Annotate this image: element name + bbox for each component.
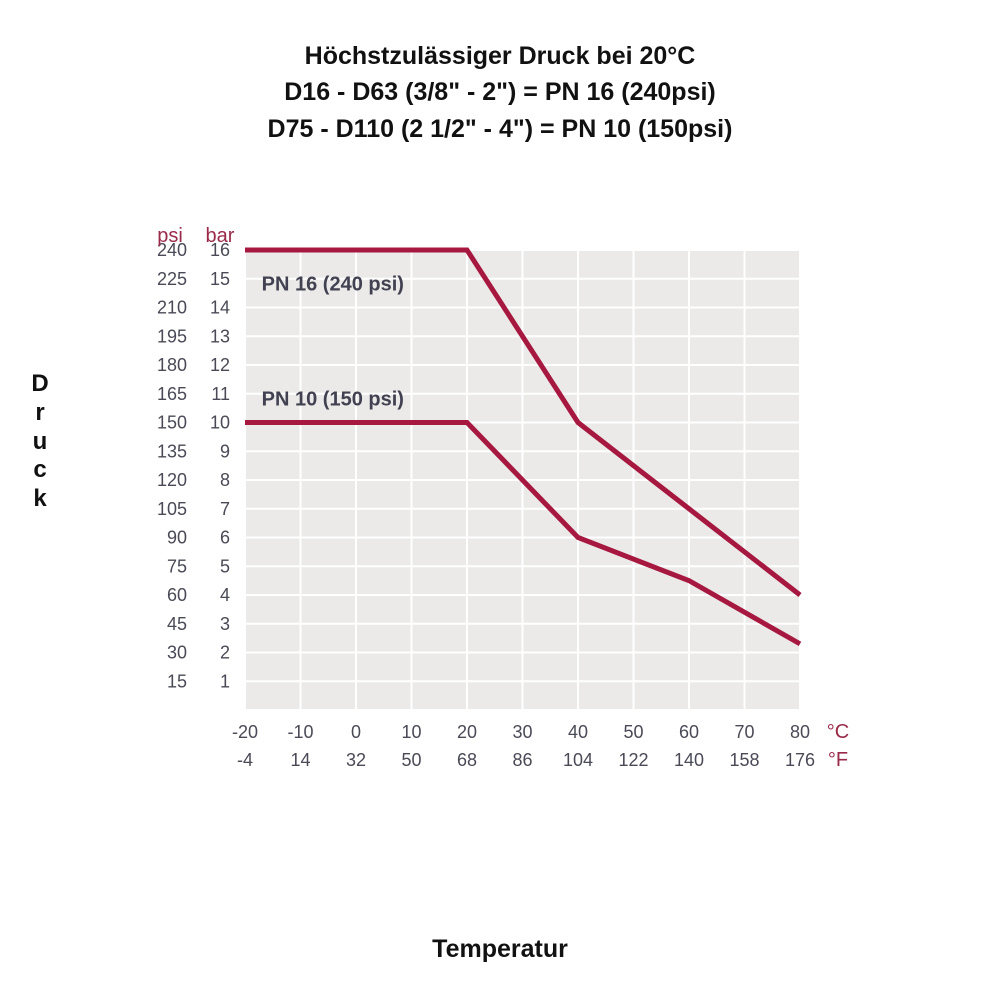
x-tick-c: 0	[351, 722, 361, 742]
x-axis-title: Temperatur	[0, 935, 1000, 964]
y-tick-bar: 13	[210, 326, 230, 346]
y-tick-psi: 165	[157, 384, 187, 404]
x-tick-f: 158	[729, 750, 759, 770]
x-tick-f: 14	[290, 750, 310, 770]
y-tick-psi: 150	[157, 413, 187, 433]
title-line-2: D16 - D63 (3/8" - 2") = PN 16 (240psi)	[0, 74, 1000, 110]
y-tick-bar: 9	[220, 441, 230, 461]
x-tick-f: 104	[563, 750, 593, 770]
x-tick-c: 40	[568, 722, 588, 742]
x-tick-f: 176	[785, 750, 815, 770]
y-tick-bar: 12	[210, 355, 230, 375]
y-tick-bar: 15	[210, 269, 230, 289]
y-tick-bar: 7	[220, 499, 230, 519]
y-tick-psi: 105	[157, 499, 187, 519]
title-line-3: D75 - D110 (2 1/2" - 4") = PN 10 (150psi…	[0, 111, 1000, 147]
x-tick-f: 68	[457, 750, 477, 770]
y-tick-psi: 180	[157, 355, 187, 375]
x-tick-c: 10	[401, 722, 421, 742]
series-label: PN 16 (240 psi)	[262, 273, 404, 295]
x-tick-f: 50	[401, 750, 421, 770]
y-tick-psi: 75	[167, 556, 187, 576]
y-tick-bar: 1	[220, 671, 230, 691]
chart-title-block: Höchstzulässiger Druck bei 20°C D16 - D6…	[0, 38, 1000, 147]
x-tick-f: -4	[237, 750, 253, 770]
y-tick-bar: 14	[210, 298, 230, 318]
title-line-1: Höchstzulässiger Druck bei 20°C	[0, 38, 1000, 74]
y-tick-psi: 210	[157, 298, 187, 318]
x-unit-f: °F	[828, 749, 848, 771]
series-label: PN 10 (150 psi)	[262, 388, 404, 410]
y-tick-bar: 5	[220, 556, 230, 576]
x-tick-c: 20	[457, 722, 477, 742]
y-tick-psi: 195	[157, 326, 187, 346]
y-unit-bar: bar	[206, 225, 235, 247]
x-tick-f: 140	[674, 750, 704, 770]
y-tick-psi: 135	[157, 441, 187, 461]
x-tick-c: 30	[512, 722, 532, 742]
y-tick-bar: 8	[220, 470, 230, 490]
y-tick-bar: 11	[211, 384, 230, 404]
y-tick-psi: 15	[167, 671, 187, 691]
y-tick-psi: 45	[167, 614, 187, 634]
chart-svg: 1513024536047559061057120813591501016511…	[90, 220, 910, 860]
y-tick-psi: 30	[167, 643, 187, 663]
y-unit-psi: psi	[157, 225, 183, 247]
y-tick-psi: 225	[157, 269, 187, 289]
x-tick-c: -20	[232, 722, 258, 742]
y-tick-psi: 60	[167, 585, 187, 605]
x-tick-f: 32	[346, 750, 366, 770]
y-axis-title: Druck	[30, 370, 50, 514]
x-tick-c: 60	[679, 722, 699, 742]
y-tick-bar: 2	[220, 643, 230, 663]
x-tick-c: -10	[287, 722, 313, 742]
x-tick-c: 50	[623, 722, 643, 742]
y-tick-bar: 10	[210, 413, 230, 433]
x-tick-c: 80	[790, 722, 810, 742]
x-tick-f: 86	[512, 750, 532, 770]
y-tick-bar: 4	[220, 585, 230, 605]
x-unit-c: °C	[827, 721, 849, 743]
y-tick-bar: 3	[220, 614, 230, 634]
x-tick-f: 122	[618, 750, 648, 770]
y-tick-bar: 6	[220, 528, 230, 548]
pressure-temperature-chart: 1513024536047559061057120813591501016511…	[90, 220, 910, 920]
x-tick-c: 70	[734, 722, 754, 742]
y-tick-psi: 120	[157, 470, 187, 490]
y-tick-psi: 90	[167, 528, 187, 548]
